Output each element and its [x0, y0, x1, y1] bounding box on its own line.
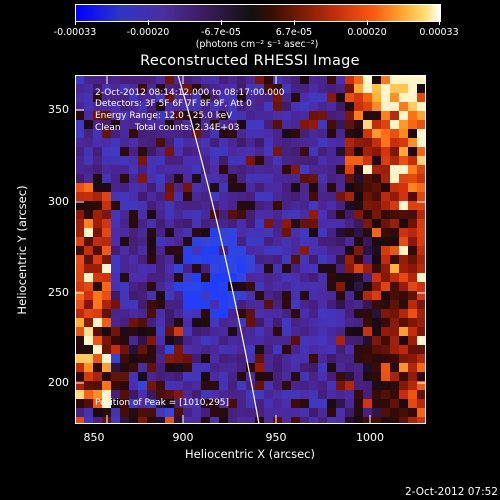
colorbar-tick-label: 6.7e-05	[275, 27, 313, 38]
x-tick-label: 850	[83, 431, 105, 444]
y-tick-label: 350	[48, 103, 69, 116]
colorbar	[75, 4, 441, 22]
x-axis-label: Heliocentric X (arcsec)	[185, 447, 315, 461]
x-tick-label: 900	[172, 431, 194, 444]
colorbar-tick-label: 0.00020	[347, 27, 387, 38]
info-detectors: Detectors: 3F 5F 6F 7F 8F 9F, Att 0	[95, 99, 252, 109]
info-time-range: 2-Oct-2012 08:14:12.000 to 08:17:00.000	[95, 88, 285, 98]
y-tick-label: 300	[48, 195, 69, 208]
solar-limb-line	[177, 75, 260, 424]
colorbar-tick	[221, 20, 222, 25]
colorbar-tick	[439, 20, 440, 25]
info-energy-range: Energy Range: 12.0 - 25.0 keV	[95, 111, 233, 121]
y-axis-label: Heliocentric Y (arcsec)	[15, 185, 29, 315]
colorbar-tick-label: -0.00020	[126, 27, 170, 38]
x-tick-label: 1000	[356, 431, 384, 444]
colorbar-tick	[367, 20, 368, 25]
colorbar-tick-label: -6.7e-05	[201, 27, 241, 38]
plot-title: Reconstructed RHESSI Image	[140, 53, 360, 69]
colorbar-tick-label: 0.00033	[419, 27, 459, 38]
rhessi-image	[75, 75, 426, 424]
colorbar-units: (photons cm⁻² s⁻¹ asec⁻²)	[195, 39, 319, 50]
y-tick-label: 200	[48, 376, 69, 389]
x-tick-label: 950	[265, 431, 287, 444]
y-tick-label: 250	[48, 286, 69, 299]
colorbar-tick	[148, 20, 149, 25]
plot-border	[75, 75, 426, 424]
image-canvas	[75, 75, 426, 424]
footer-timestamp: 2-Oct-2012 07:52	[404, 486, 498, 498]
colorbar-tick	[294, 20, 295, 25]
colorbar-tick	[75, 20, 76, 25]
info-counts: Clean Total counts: 2.34E+03	[95, 123, 240, 133]
colorbar-tick-label: -0.00033	[53, 27, 97, 38]
peak-position: Position of Peak = [1010,295]	[95, 398, 230, 408]
